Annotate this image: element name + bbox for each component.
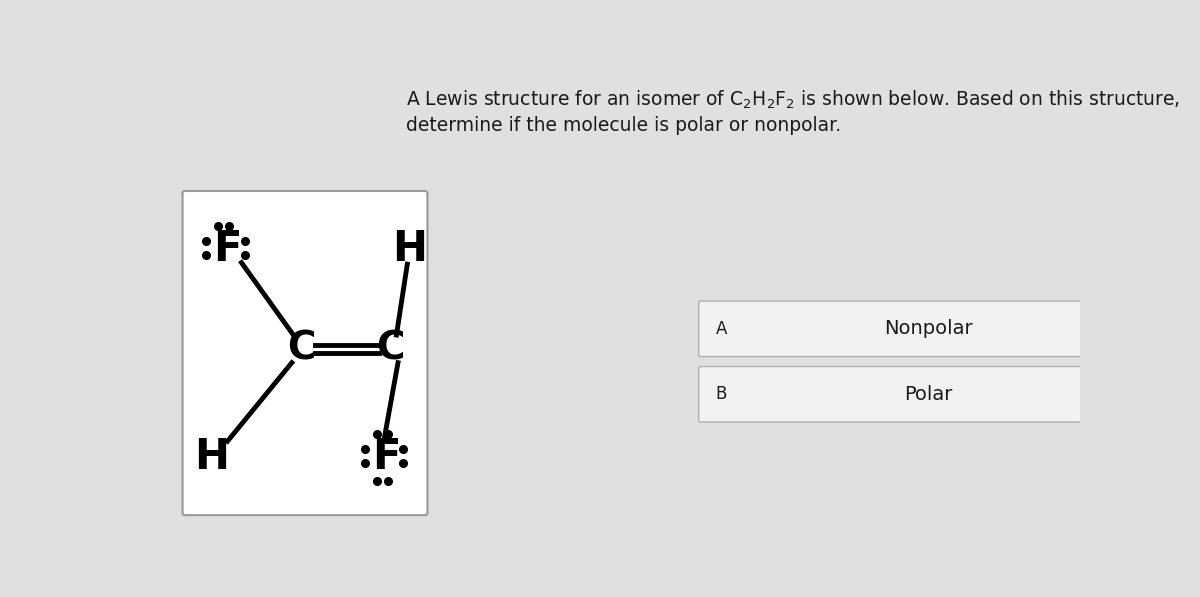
Text: F: F — [214, 227, 241, 270]
Text: C: C — [376, 330, 404, 368]
Text: Nonpolar: Nonpolar — [883, 319, 972, 338]
Text: B: B — [715, 385, 727, 403]
Text: determine if the molecule is polar or nonpolar.: determine if the molecule is polar or no… — [406, 116, 841, 136]
Text: H: H — [194, 436, 229, 478]
FancyBboxPatch shape — [698, 367, 1081, 422]
Text: F: F — [372, 436, 401, 478]
Text: C: C — [287, 330, 316, 368]
Text: A Lewis structure for an isomer of C$_2$H$_2$F$_2$ is shown below. Based on this: A Lewis structure for an isomer of C$_2$… — [406, 88, 1180, 111]
Text: H: H — [392, 227, 427, 270]
Text: A: A — [715, 320, 727, 338]
FancyBboxPatch shape — [698, 301, 1081, 356]
Text: Polar: Polar — [904, 385, 953, 404]
FancyBboxPatch shape — [182, 191, 427, 515]
